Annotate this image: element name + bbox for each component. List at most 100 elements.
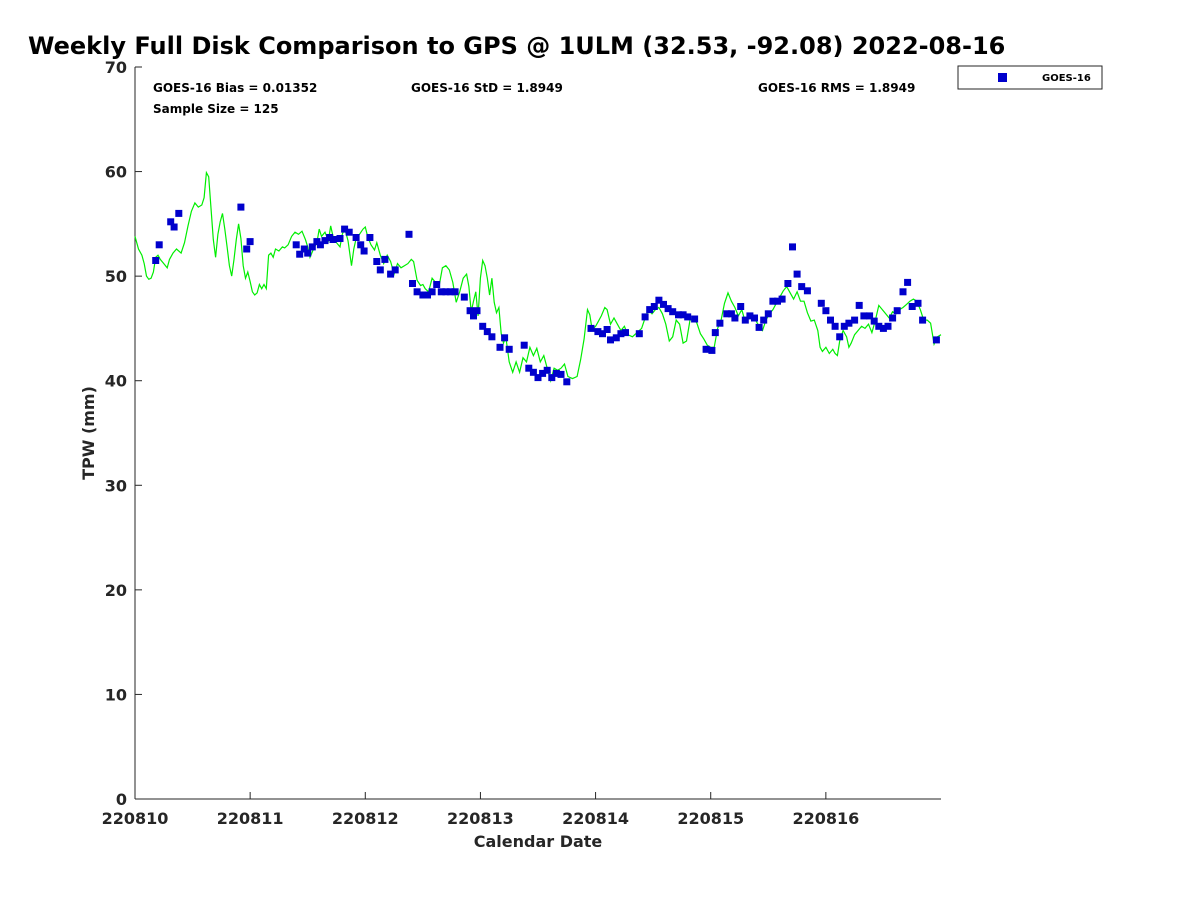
x-tick-label: 220811 <box>217 809 284 828</box>
goes-point <box>831 322 839 330</box>
x-axis-label: Calendar Date <box>474 832 603 851</box>
goes-point <box>447 288 454 296</box>
goes-point <box>237 203 245 211</box>
goes-point <box>702 345 710 353</box>
goes-point <box>496 343 504 351</box>
x-tick-label: 220812 <box>332 809 399 828</box>
goes-point <box>836 333 844 341</box>
goes-point <box>870 317 878 325</box>
bias-annotation: GOES-16 Bias = 0.01352 <box>153 81 317 95</box>
goes-point <box>675 311 682 319</box>
goes-point <box>304 249 312 257</box>
goes-point <box>473 307 481 315</box>
legend-box <box>957 65 1103 90</box>
goes-point <box>442 288 450 296</box>
plot-area <box>134 67 942 800</box>
y-ticks: 0 10 20 30 40 50 60 70 <box>105 58 142 809</box>
goes-point <box>505 345 513 353</box>
goes-point <box>552 369 560 377</box>
goes-point <box>246 238 254 246</box>
goes-point <box>366 234 374 241</box>
y-tick-label: 30 <box>105 476 127 495</box>
goes-point <box>641 313 649 321</box>
goes-point <box>612 334 620 342</box>
goes-point <box>716 319 724 327</box>
goes-point <box>155 241 163 249</box>
gps-line <box>134 170 942 383</box>
y-tick-label: 20 <box>105 581 127 600</box>
goes-point <box>908 303 916 310</box>
goes-point <box>855 301 863 309</box>
goes-point <box>437 288 445 296</box>
goes-point <box>840 322 848 330</box>
goes-point <box>650 303 658 310</box>
goes-point <box>617 330 625 338</box>
goes-point <box>851 316 859 324</box>
chart-title: Weekly Full Disk Comparison to GPS @ 1UL… <box>28 32 1005 60</box>
x-ticks: 220810 220811 220812 220813 220814 220815 2208… <box>102 792 859 828</box>
goes-point <box>548 374 556 382</box>
goes-point <box>860 312 868 320</box>
plot-frame <box>135 67 941 799</box>
goes-point <box>914 299 922 307</box>
legend-marker-goes16 <box>998 73 1007 82</box>
legend: GOES-16 <box>957 65 1103 90</box>
goes-point <box>563 378 571 386</box>
x-tick-label: 220813 <box>447 809 514 828</box>
goes-series <box>152 203 940 386</box>
goes-point <box>932 336 940 344</box>
goes-point <box>557 370 565 378</box>
goes-point <box>336 235 344 242</box>
goes-point <box>599 330 606 338</box>
goes-point <box>769 297 777 305</box>
goes-point <box>433 281 441 288</box>
goes-point <box>751 314 758 322</box>
goes-point <box>708 346 716 354</box>
goes-point <box>822 307 830 315</box>
goes-point <box>884 322 892 330</box>
goes-point <box>534 374 542 382</box>
x-tick-label: 220810 <box>102 809 169 828</box>
goes-point <box>428 288 436 296</box>
goes-point <box>470 312 477 320</box>
gps-series <box>134 170 942 383</box>
y-tick-label: 60 <box>105 163 127 182</box>
goes-point <box>827 316 834 324</box>
goes-point <box>387 270 395 278</box>
goes-point <box>300 245 308 253</box>
goes-point <box>784 280 792 287</box>
goes-point <box>451 288 459 296</box>
goes-point <box>373 258 381 265</box>
goes-point <box>875 322 883 330</box>
goes-point <box>655 296 663 304</box>
goes-point <box>603 326 611 333</box>
goes-point <box>798 283 806 291</box>
stats-annotations: GOES-16 Bias = 0.01352 GOES-16 StD = 1.8… <box>153 81 915 116</box>
x-tick-label: 220816 <box>792 809 859 828</box>
goes-point <box>520 341 528 349</box>
goes-point <box>760 316 768 324</box>
goes-point <box>424 291 431 299</box>
goes-point <box>879 324 887 332</box>
goes-point <box>587 324 595 332</box>
y-tick-label: 10 <box>105 685 127 704</box>
goes-point <box>889 314 897 322</box>
goes-point <box>167 218 175 226</box>
goes-point <box>381 255 389 263</box>
goes-point <box>755 323 763 331</box>
goes-point <box>405 230 413 238</box>
goes-point <box>622 329 629 337</box>
goes-point <box>376 266 384 274</box>
goes-point <box>352 234 360 241</box>
goes-point <box>746 312 754 320</box>
goes-point <box>341 225 349 233</box>
goes-point <box>669 308 677 316</box>
goes-point <box>789 243 796 251</box>
goes-point <box>778 295 786 303</box>
y-tick-label: 0 <box>116 790 127 809</box>
goes-point <box>152 257 160 264</box>
goes-point <box>357 241 365 249</box>
y-axis-label: TPW (mm) <box>79 386 98 480</box>
goes-point <box>679 311 687 319</box>
goes-point <box>664 305 672 313</box>
